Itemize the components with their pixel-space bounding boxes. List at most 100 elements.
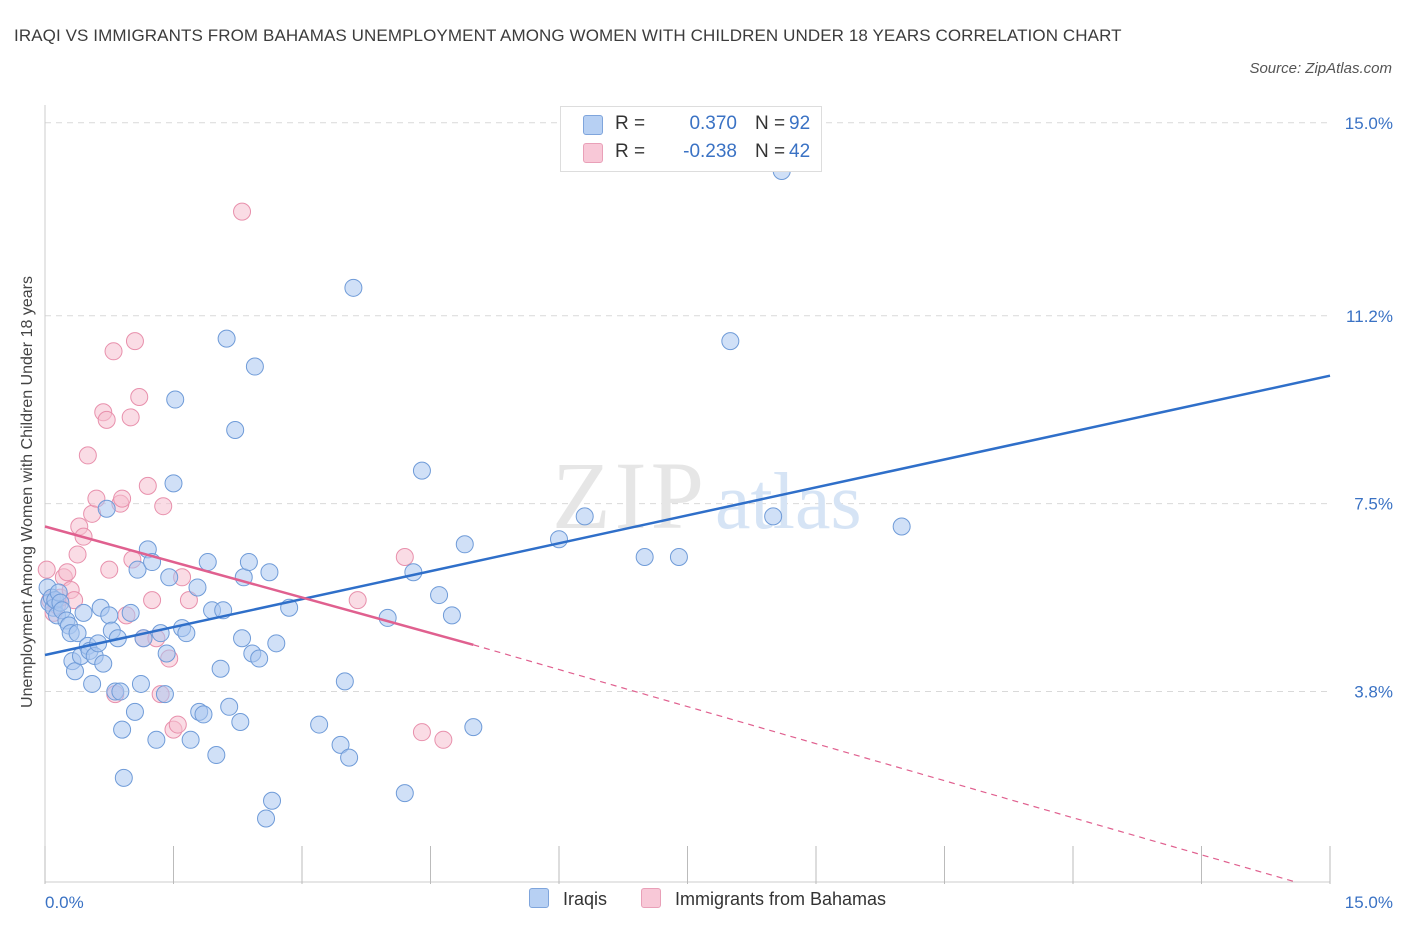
- iraqi-point: [157, 644, 176, 663]
- x-tick-label: 0.0%: [45, 893, 84, 912]
- iraqi-point: [263, 791, 282, 810]
- n-label: N =: [755, 113, 786, 134]
- iraqi-point: [94, 654, 113, 673]
- iraqi-point: [113, 720, 132, 739]
- iraqi-point: [344, 278, 363, 297]
- source-label: Source: ZipAtlas.com: [1249, 60, 1392, 77]
- iraqis-swatch: [583, 115, 603, 135]
- iraqi-point: [164, 474, 183, 493]
- iraqi-point: [121, 603, 140, 622]
- iraqi-point: [114, 768, 133, 787]
- iraqi-point: [430, 586, 449, 605]
- iraqi-point: [340, 748, 359, 767]
- series-legend: Iraqis Immigrants from Bahamas: [0, 888, 1406, 914]
- iraqi-point: [125, 702, 144, 721]
- bahamas-swatch: [583, 143, 603, 163]
- iraqi-point: [68, 624, 87, 643]
- iraqi-trend-line: [44, 374, 1331, 657]
- y-tick-label: 3.8%: [1354, 683, 1393, 702]
- iraqi-point: [220, 697, 239, 716]
- bahamas-point: [412, 723, 431, 742]
- bahamas-point: [68, 545, 87, 564]
- iraqi-point: [575, 507, 594, 526]
- r-label: R =: [615, 113, 646, 134]
- n-value: 42: [789, 141, 811, 162]
- n-value: 92: [789, 113, 811, 134]
- iraqi-point: [198, 553, 217, 572]
- iraqi-point: [335, 672, 354, 691]
- x-tick-label: 15.0%: [1345, 893, 1393, 912]
- gridlines: [45, 122, 1330, 693]
- bahamas-point: [121, 408, 140, 427]
- bahamas-point: [154, 497, 173, 516]
- trend-lines: [44, 374, 1331, 883]
- y-tick-label: 15.0%: [1345, 114, 1393, 133]
- r-label: R =: [615, 141, 646, 162]
- bahamas-point: [58, 563, 77, 582]
- iraqi-point: [177, 624, 196, 643]
- bahamas-point: [37, 560, 56, 579]
- bahamas-point: [348, 591, 367, 610]
- iraqi-point: [267, 634, 286, 653]
- bahamas-point: [168, 715, 187, 734]
- iraqi-point: [764, 507, 783, 526]
- iraqi-point: [211, 659, 230, 678]
- iraqi-point: [128, 560, 147, 579]
- iraqi-point: [331, 735, 350, 754]
- r-value: -0.238: [683, 141, 737, 162]
- bahamas-point: [125, 332, 144, 351]
- iraqi-point: [226, 421, 245, 440]
- iraqi-point: [151, 624, 170, 643]
- n-label: N =: [755, 141, 786, 162]
- iraqi-point: [455, 535, 474, 554]
- iraqi-point: [464, 718, 483, 737]
- y-tick-label: 11.2%: [1346, 307, 1393, 326]
- iraqi-point: [395, 784, 414, 803]
- iraqi-point: [97, 499, 116, 518]
- bahamas-point: [100, 560, 119, 579]
- iraqi-point: [260, 563, 279, 582]
- iraqi-point: [74, 603, 93, 622]
- bahamas-point: [78, 446, 97, 465]
- iraqi-point: [245, 357, 264, 376]
- bahamas-point: [97, 410, 116, 429]
- iraqi-point: [131, 674, 150, 693]
- legend-label-iraqis: Iraqis: [563, 889, 608, 909]
- iraqi-point: [217, 329, 236, 348]
- tick-labels: 3.8% 7.5% 11.2% 15.0% 0.0% 15.0%: [45, 114, 1393, 912]
- iraqi-point: [442, 606, 461, 625]
- iraqi-point: [310, 715, 329, 734]
- iraqi-point: [239, 553, 258, 572]
- bahamas-point: [233, 202, 252, 221]
- legend-label-bahamas: Immigrants from Bahamas: [675, 889, 887, 909]
- iraqi-point: [188, 578, 207, 597]
- bahamas-swatch: [641, 888, 661, 908]
- iraqi-point: [147, 730, 166, 749]
- iraqi-point: [194, 705, 213, 724]
- axes: [44, 105, 1331, 884]
- iraqi-points: [38, 162, 911, 828]
- chart-title: IRAQI VS IMMIGRANTS FROM BAHAMAS UNEMPLO…: [14, 26, 1122, 45]
- iraqi-point: [669, 547, 688, 566]
- bahamas-point: [104, 342, 123, 361]
- legend-item-iraqis[interactable]: Iraqis: [529, 888, 607, 910]
- bahamas-point: [113, 489, 132, 508]
- legend-item-bahamas[interactable]: Immigrants from Bahamas: [641, 888, 886, 910]
- iraqi-point: [635, 547, 654, 566]
- watermark-zip: ZIP: [552, 442, 708, 549]
- bahamas-trend-extension: [473, 644, 1296, 883]
- iraqi-point: [233, 629, 252, 648]
- iraqi-point: [257, 809, 276, 828]
- iraqi-point: [166, 390, 185, 409]
- iraqi-point: [207, 746, 226, 765]
- iraqi-point: [83, 674, 102, 693]
- iraqi-point: [155, 685, 174, 704]
- iraqi-point: [111, 682, 130, 701]
- correlation-legend: R = 0.370 N = 92 R = -0.238 N = 42: [560, 106, 822, 172]
- bahamas-point: [143, 591, 162, 610]
- iraqis-swatch: [529, 888, 549, 908]
- iraqi-point: [412, 461, 431, 480]
- bahamas-point: [395, 547, 414, 566]
- iraqi-point: [160, 568, 179, 587]
